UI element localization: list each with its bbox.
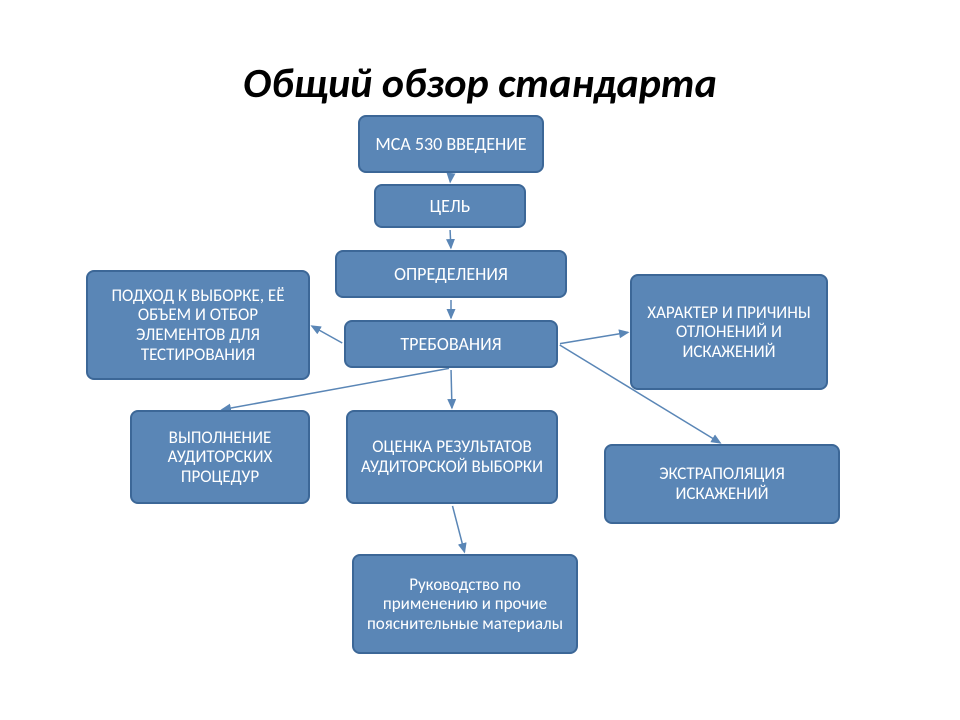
flowchart-node: ОПРЕДЕЛЕНИЯ	[335, 250, 567, 298]
flowchart-edge	[312, 326, 343, 343]
flowchart-node: ТРЕБОВАНИЯ	[344, 320, 558, 368]
flowchart-edge	[451, 370, 452, 408]
slide-canvas: Общий обзор стандарта МСА 530 ВВЕДЕНИЕ ЦЕ…	[0, 0, 960, 720]
flowchart-node: ОЦЕНКА РЕЗУЛЬТАТОВ АУДИТОРСКОЙ ВЫБОРКИ	[346, 410, 558, 504]
flowchart-edge	[450, 175, 451, 182]
flowchart-edge	[450, 230, 451, 248]
slide-title: Общий обзор стандарта	[0, 58, 960, 109]
flowchart-node: МСА 530 ВВЕДЕНИЕ	[358, 115, 544, 173]
flowchart-edge	[560, 332, 628, 343]
flowchart-edge	[453, 506, 465, 552]
flowchart-node: Руководство по применению и прочие поясн…	[352, 554, 578, 654]
flowchart-node: ХАРАКТЕР И ПРИЧИНЫ ОТЛОНЕНИЙ И ИСКАЖЕНИЙ	[630, 274, 828, 390]
flowchart-node: ЦЕЛЬ	[374, 184, 526, 228]
flowchart-node: ВЫПОЛНЕНИЕ АУДИТОРСКИХ ПРОЦЕДУР	[130, 410, 310, 504]
flowchart-node: ЭКСТРАПОЛЯЦИЯ ИСКАЖЕНИЙ	[604, 444, 840, 524]
flowchart-node: ПОДХОД К ВЫБОРКЕ, ЕЁ ОБЪЕМ И ОТБОР ЭЛЕМЕ…	[86, 270, 310, 380]
